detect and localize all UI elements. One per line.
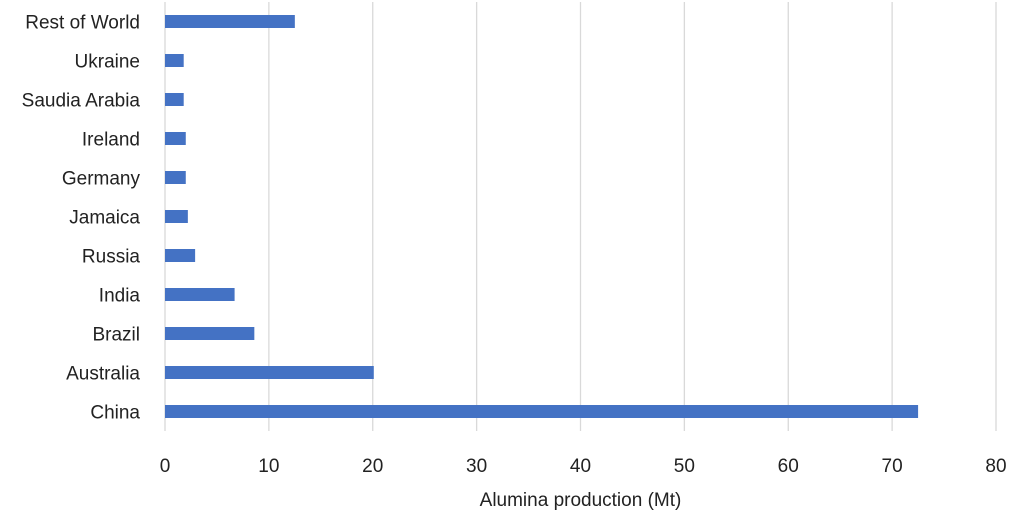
- bar-russia: [165, 249, 196, 262]
- category-label: India: [99, 286, 141, 307]
- category-label: Jamaica: [69, 208, 140, 229]
- category-labels: China Australia Brazil India Russia Jamaica Ge…: [22, 13, 141, 424]
- bars: [165, 15, 919, 418]
- bar-rest-of-world: [165, 15, 295, 28]
- category-label: Ukraine: [75, 52, 140, 73]
- category-label: Russia: [82, 247, 141, 268]
- bar-jamaica: [165, 210, 188, 223]
- x-tick-label: 0: [160, 456, 171, 477]
- bar-china: [165, 405, 919, 418]
- x-tick-label: 70: [882, 456, 903, 477]
- bar-saudia-arabia: [165, 93, 184, 106]
- bar-ukraine: [165, 54, 184, 67]
- category-label: Germany: [62, 169, 141, 190]
- x-tick-label: 40: [570, 456, 591, 477]
- bar-brazil: [165, 327, 255, 340]
- x-tick-label: 80: [985, 456, 1006, 477]
- x-tick-label: 30: [466, 456, 487, 477]
- x-axis-title: Alumina production (Mt): [480, 490, 682, 511]
- bar-ireland: [165, 132, 186, 145]
- category-label: Rest of World: [25, 13, 140, 34]
- bar-australia: [165, 366, 374, 379]
- category-label: China: [90, 403, 140, 424]
- x-tick-label: 50: [674, 456, 695, 477]
- category-label: Saudia Arabia: [22, 91, 141, 112]
- category-label: Brazil: [92, 325, 140, 346]
- bar-germany: [165, 171, 186, 184]
- category-label: Ireland: [82, 130, 140, 151]
- bar-india: [165, 288, 235, 301]
- x-axis-tick-labels: 0 10 20 30 40 50 60 70 80: [160, 456, 1007, 477]
- x-tick-label: 10: [258, 456, 279, 477]
- category-label: Australia: [66, 364, 140, 385]
- gridlines: [164, 2, 997, 431]
- x-tick-label: 60: [778, 456, 799, 477]
- x-tick-label: 20: [362, 456, 383, 477]
